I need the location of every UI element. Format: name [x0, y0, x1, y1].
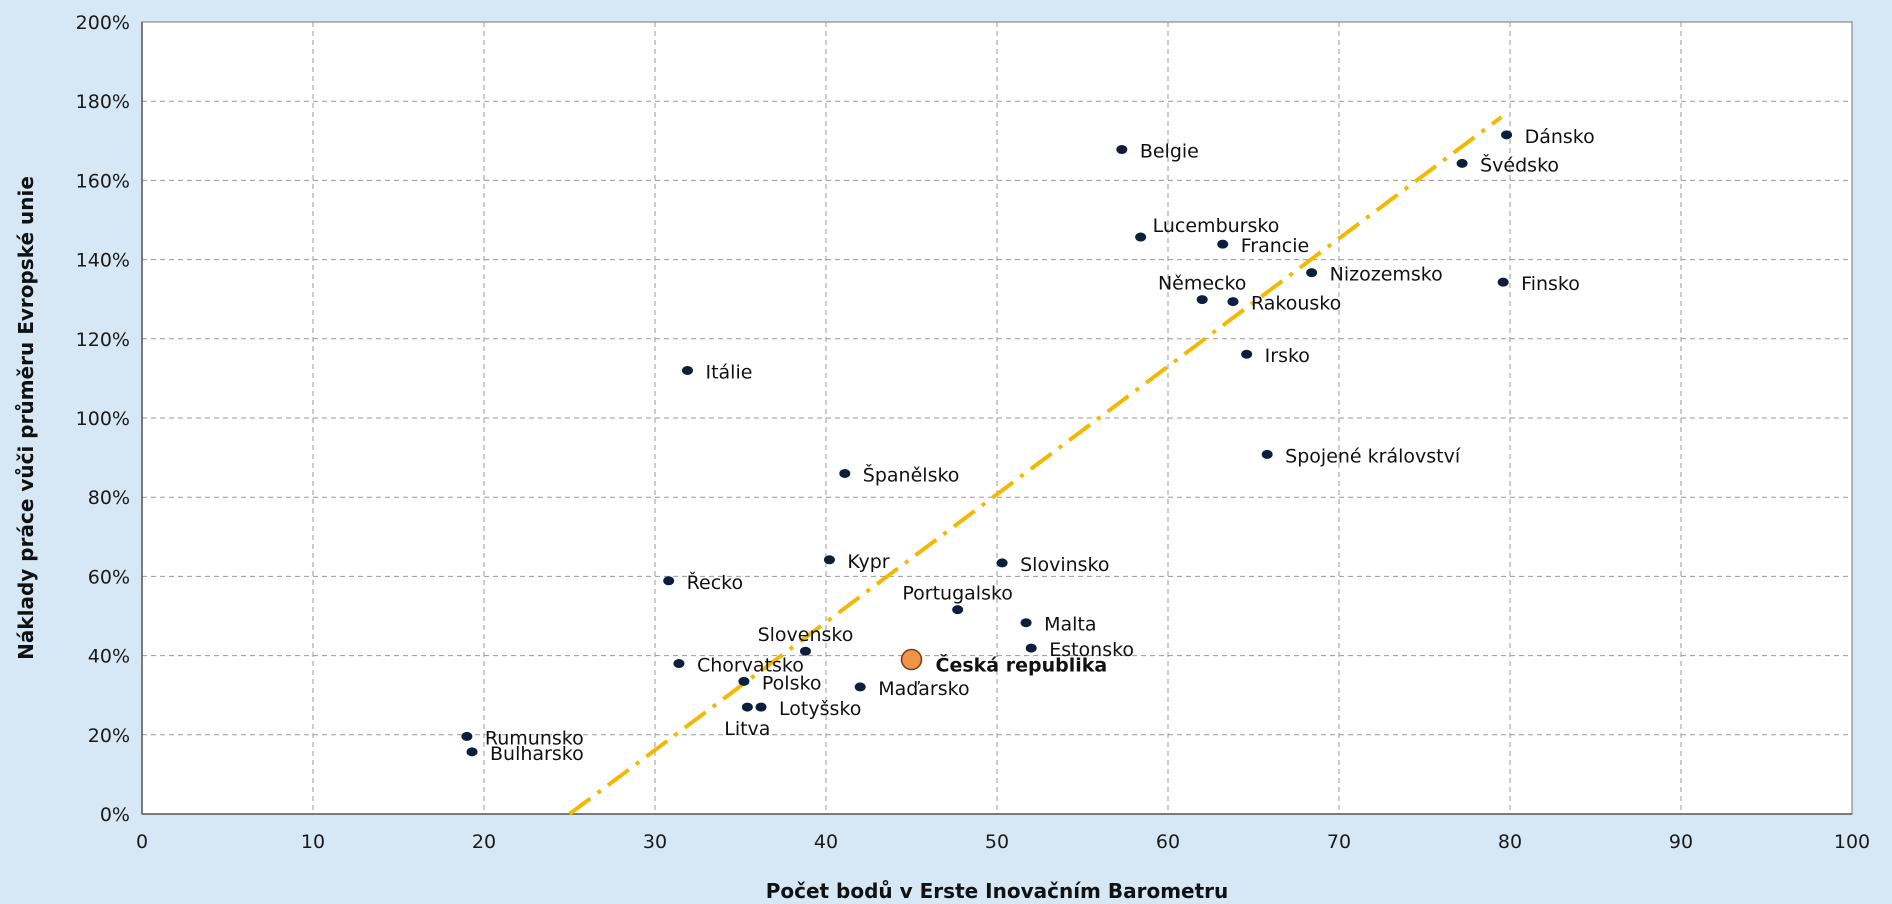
y-tick-label: 40%: [88, 646, 130, 668]
data-point: [1217, 239, 1229, 249]
point-label: Dánsko: [1525, 126, 1595, 148]
y-tick-label: 100%: [76, 408, 130, 430]
x-tick-label: 30: [643, 831, 667, 853]
x-tick-label: 0: [136, 831, 148, 853]
point-label: Švédsko: [1480, 152, 1559, 176]
point-label: Lotyšsko: [779, 698, 861, 720]
point-label: Malta: [1044, 614, 1096, 636]
x-axis-title: Počet bodů v Erste Inovačním Barometru: [766, 879, 1229, 903]
data-point: [461, 731, 473, 741]
point-label: Maďarsko: [878, 678, 969, 700]
data-point: [1135, 232, 1147, 242]
data-point: [799, 646, 811, 656]
point-label: Německo: [1158, 273, 1247, 295]
gridlines: [142, 22, 1852, 814]
x-tick-label: 90: [1669, 831, 1693, 853]
data-point: [681, 365, 693, 375]
data-point: [1020, 618, 1032, 628]
data-point: [854, 682, 866, 692]
y-tick-label: 180%: [76, 91, 130, 113]
data-point: [952, 605, 964, 615]
data-point: [823, 555, 835, 565]
data-points: [461, 130, 1513, 757]
x-tick-label: 40: [814, 831, 838, 853]
point-label: Spojené království: [1285, 445, 1461, 467]
x-tick-label: 80: [1498, 831, 1522, 853]
point-label: Rumunsko: [485, 727, 584, 749]
point-label: Polsko: [762, 672, 822, 694]
data-point: [1497, 277, 1509, 287]
x-tick-label: 50: [985, 831, 1009, 853]
point-label: Finsko: [1521, 273, 1580, 295]
data-point: [466, 747, 478, 757]
point-label: Rakousko: [1251, 293, 1341, 315]
y-tick-label: 120%: [76, 329, 130, 351]
x-tick-label: 70: [1327, 831, 1351, 853]
y-tick-label: 160%: [76, 170, 130, 192]
data-point: [1456, 158, 1468, 168]
data-point: [663, 576, 675, 586]
y-axis-ticks: 0% 20% 40% 60% 80% 100% 120% 140% 160% 180% 200%: [76, 12, 130, 826]
data-point: [673, 659, 685, 669]
point-label: Estonsko: [1049, 639, 1134, 661]
point-label: Bulharsko: [490, 743, 584, 765]
trendline-path: [568, 115, 1503, 816]
data-point: [741, 702, 753, 712]
y-tick-label: 0%: [100, 804, 130, 826]
y-tick-label: 200%: [76, 12, 130, 34]
data-point: [1196, 295, 1208, 305]
x-axis-ticks: 0 10 20 30 40 50 60 70 80 90 100: [136, 831, 1870, 853]
point-label: Irsko: [1265, 345, 1310, 367]
point-label: Slovensko: [758, 624, 854, 646]
y-tick-label: 60%: [88, 566, 130, 588]
data-point: [1116, 145, 1128, 155]
data-point: [839, 468, 851, 478]
data-point: [1501, 130, 1513, 140]
point-label: Francie: [1241, 235, 1309, 257]
plot-frame: [141, 21, 1853, 815]
data-point: [755, 702, 767, 712]
point-label: Lucembursko: [1153, 215, 1280, 237]
x-tick-label: 20: [472, 831, 496, 853]
point-label: Nizozemsko: [1330, 264, 1443, 286]
y-tick-label: 20%: [88, 725, 130, 747]
y-tick-label: 140%: [76, 250, 130, 272]
point-label: Belgie: [1140, 141, 1199, 163]
data-point: [1025, 643, 1037, 653]
y-axis-title: Náklady práce vůči průměru Evropské unie: [14, 176, 38, 660]
data-point: [738, 676, 750, 686]
point-label: Itálie: [705, 361, 752, 383]
point-label: Litva: [724, 718, 770, 740]
trendline: [568, 115, 1503, 816]
point-label: Španělsko: [863, 462, 960, 486]
data-point: [996, 558, 1008, 568]
data-point-highlight: [900, 648, 923, 671]
point-label: Kypr: [847, 551, 889, 573]
point-label: Slovinsko: [1020, 554, 1109, 576]
y-tick-label: 80%: [88, 487, 130, 509]
point-label: Chorvatsko: [697, 655, 804, 677]
data-point: [1261, 449, 1273, 459]
point-label: Portugalsko: [902, 583, 1013, 605]
point-label: Řecko: [687, 571, 743, 594]
x-tick-label: 10: [301, 831, 325, 853]
data-point: [1306, 268, 1318, 278]
data-point: [1227, 297, 1239, 307]
point-label: Česká republika: [936, 653, 1108, 677]
data-point: [1241, 349, 1253, 359]
x-tick-label: 100: [1834, 831, 1870, 853]
x-tick-label: 60: [1156, 831, 1180, 853]
